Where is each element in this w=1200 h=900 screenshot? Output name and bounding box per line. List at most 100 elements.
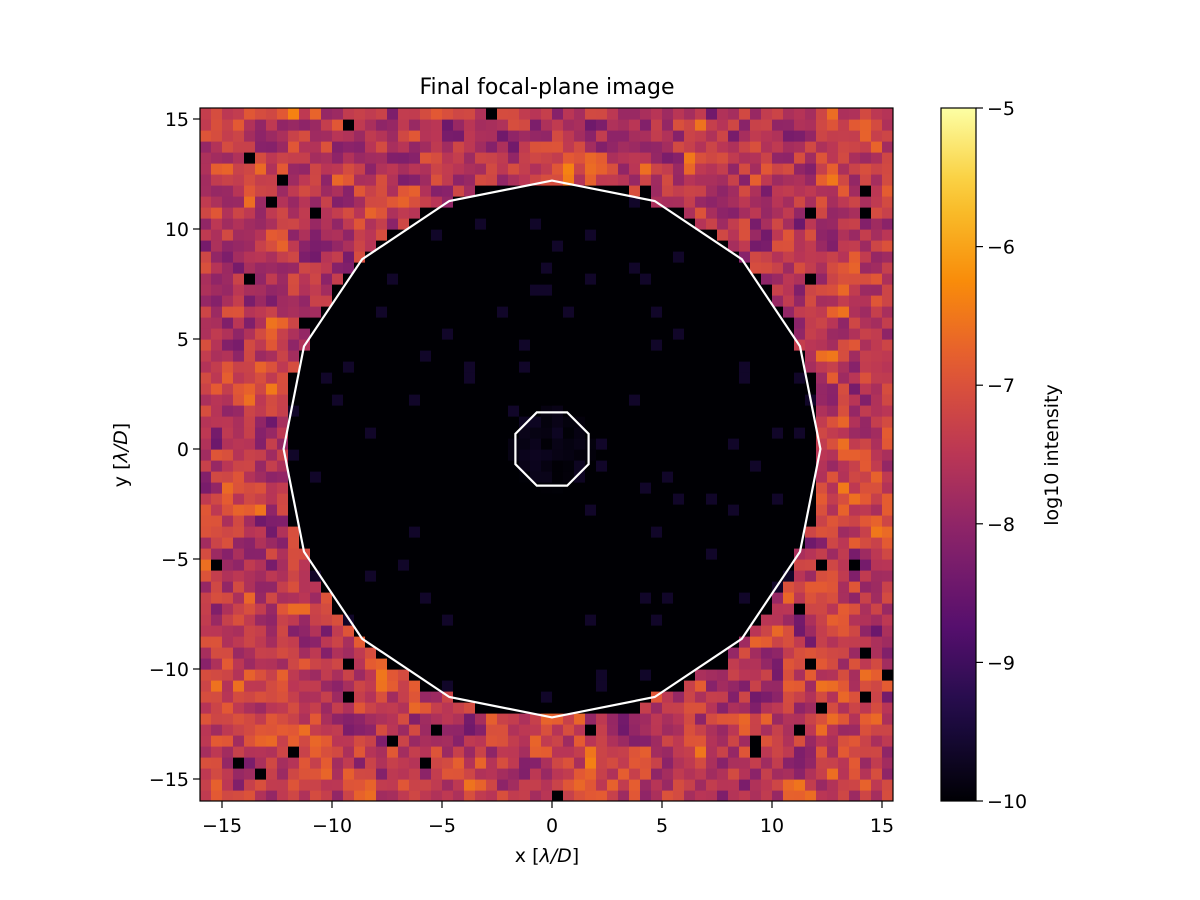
heatmap-pixel [233, 361, 245, 373]
heatmap-pixel [277, 229, 289, 241]
heatmap-pixel [519, 383, 531, 395]
heatmap-pixel [607, 768, 619, 780]
heatmap-pixel [255, 559, 267, 571]
heatmap-pixel [200, 526, 212, 538]
colorbar-tick-label: −5 [987, 98, 1015, 120]
heatmap-pixel [541, 658, 553, 670]
heatmap-pixel [255, 768, 267, 780]
heatmap-pixel [431, 372, 443, 384]
heatmap-pixel [717, 207, 729, 219]
heatmap-pixel [618, 702, 630, 714]
heatmap-pixel [409, 130, 421, 142]
heatmap-pixel [563, 570, 575, 582]
heatmap-pixel [288, 559, 300, 571]
heatmap-pixel [552, 427, 564, 439]
heatmap-pixel [706, 614, 718, 626]
heatmap-pixel [838, 746, 850, 758]
heatmap-pixel [695, 394, 707, 406]
heatmap-pixel [442, 614, 454, 626]
heatmap-pixel [211, 669, 223, 681]
heatmap-pixel [376, 273, 388, 285]
heatmap-pixel [618, 251, 630, 263]
heatmap-pixel [662, 108, 674, 120]
heatmap-pixel [629, 295, 641, 307]
heatmap-pixel [860, 394, 872, 406]
heatmap-pixel [585, 174, 597, 186]
heatmap-pixel [486, 658, 498, 670]
heatmap-pixel [849, 702, 861, 714]
heatmap-pixel [838, 471, 850, 483]
heatmap-pixel [794, 570, 806, 582]
heatmap-pixel [519, 581, 531, 593]
heatmap-pixel [618, 229, 630, 241]
heatmap-pixel [420, 361, 432, 373]
heatmap-pixel [739, 141, 751, 153]
heatmap-pixel [233, 174, 245, 186]
heatmap-pixel [849, 504, 861, 516]
heatmap-pixel [310, 108, 322, 120]
heatmap-pixel [552, 416, 564, 428]
heatmap-pixel [871, 603, 883, 615]
heatmap-pixel [783, 229, 795, 241]
heatmap-pixel [673, 504, 685, 516]
heatmap-pixel [299, 570, 311, 582]
heatmap-pixel [365, 669, 377, 681]
heatmap-pixel [629, 702, 641, 714]
heatmap-pixel [420, 229, 432, 241]
heatmap-pixel [365, 713, 377, 725]
heatmap-pixel [387, 757, 399, 769]
heatmap-pixel [266, 658, 278, 670]
heatmap-pixel [728, 339, 740, 351]
heatmap-pixel [552, 493, 564, 505]
heatmap-pixel [849, 218, 861, 230]
heatmap-pixel [673, 350, 685, 362]
heatmap-pixel [233, 779, 245, 791]
heatmap-pixel [398, 471, 410, 483]
heatmap-pixel [365, 394, 377, 406]
heatmap-pixel [849, 196, 861, 208]
heatmap-pixel [607, 438, 619, 450]
heatmap-pixel [222, 119, 234, 131]
heatmap-pixel [827, 262, 839, 274]
heatmap-pixel [838, 394, 850, 406]
heatmap-pixel [860, 570, 872, 582]
heatmap-pixel [849, 273, 861, 285]
heatmap-pixel [519, 625, 531, 637]
heatmap-pixel [640, 713, 652, 725]
heatmap-pixel [838, 218, 850, 230]
heatmap-pixel [618, 647, 630, 659]
heatmap-pixel [574, 240, 586, 252]
heatmap-pixel [431, 614, 443, 626]
heatmap-pixel [882, 295, 893, 307]
heatmap-pixel [343, 262, 355, 274]
heatmap-pixel [387, 383, 399, 395]
heatmap-pixel [662, 669, 674, 681]
heatmap-pixel [387, 394, 399, 406]
heatmap-pixel [739, 405, 751, 417]
heatmap-pixel [717, 405, 729, 417]
heatmap-pixel [860, 119, 872, 131]
heatmap-pixel [211, 702, 223, 714]
heatmap-pixel [695, 691, 707, 703]
heatmap-pixel [827, 493, 839, 505]
heatmap-pixel [255, 361, 267, 373]
heatmap-pixel [310, 779, 322, 791]
heatmap-pixel [299, 240, 311, 252]
heatmap-pixel [805, 779, 817, 791]
heatmap-pixel [860, 427, 872, 439]
heatmap-pixel [574, 581, 586, 593]
heatmap-pixel [475, 383, 487, 395]
heatmap-pixel [387, 592, 399, 604]
heatmap-pixel [211, 735, 223, 747]
heatmap-pixel [486, 504, 498, 516]
heatmap-pixel [508, 614, 520, 626]
heatmap-pixel [431, 658, 443, 670]
heatmap-pixel [409, 207, 421, 219]
heatmap-pixel [706, 218, 718, 230]
heatmap-pixel [772, 537, 784, 549]
heatmap-pixel [783, 449, 795, 461]
heatmap-pixel [717, 317, 729, 329]
heatmap-pixel [519, 471, 531, 483]
heatmap-pixel [310, 394, 322, 406]
heatmap-pixel [596, 262, 608, 274]
